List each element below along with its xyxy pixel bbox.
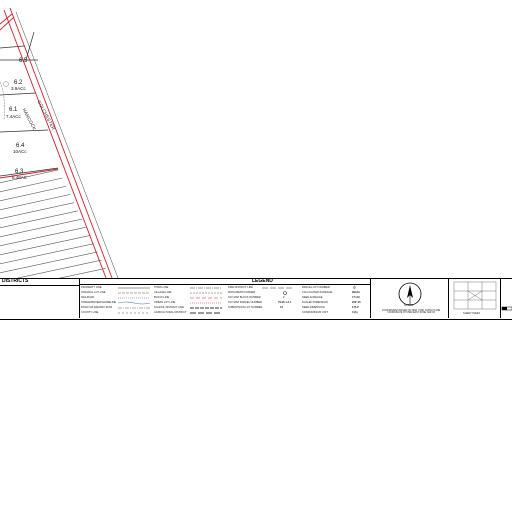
lot-6.2-number: 6.2: [14, 80, 23, 86]
legend-sample: 12: [280, 306, 283, 309]
legend-sample: ©: [353, 285, 356, 290]
legend-item: SUBDIVISION LOT NUMBER: [228, 306, 263, 309]
divider: [79, 278, 80, 318]
legend-item: CALCULATED ACREAGE: [302, 291, 333, 294]
legend-item: MONUMENT/CORNER: [228, 291, 256, 294]
legend-item: ORIGINAL LOT LINE: [81, 291, 106, 294]
legend-item: BLOCK LINE: [154, 296, 170, 299]
legend-sample: 175.2': [352, 306, 360, 309]
legend-sample: 2: [283, 296, 285, 299]
legend-item: STREAM/RIVER/SHORELINE: [81, 301, 117, 304]
divider: [500, 278, 501, 318]
lot-6.4-number: 6.4: [16, 143, 25, 149]
interior-road: [0, 81, 5, 121]
scale-bar-fragment: [501, 306, 512, 311]
legend-item: AGRICULTURAL DISTRICT: [154, 311, 187, 314]
divider: [0, 285, 79, 286]
legend-sample: C(A): [352, 311, 358, 314]
lot-6.5-number: 6.5: [19, 58, 28, 64]
legend-item: SCHOOL DISTRICT LINE: [154, 306, 184, 309]
lot-line: [0, 92, 37, 96]
lot-6.1-area: 7.4ACc: [6, 114, 21, 119]
tax-map: [0, 7, 119, 279]
lot-line: [0, 167, 59, 177]
district-boundary: [0, 7, 113, 279]
legend-strip: [0, 278, 512, 320]
legend-item: SCALED DIMENSION: [302, 301, 328, 304]
divider: [79, 284, 370, 285]
legend-item: DEED ACREAGE: [302, 296, 323, 299]
coordinate-system-note: COORDINATES BASED ON NEW YORK STATE PLAN…: [381, 310, 441, 315]
legend-line-samples: [117, 287, 294, 314]
legend-sample: 79.00-1-4.1: [278, 301, 292, 304]
legend-sample: 200' 35: [352, 301, 361, 304]
sheet-index-label: SHEET INDEX: [463, 312, 481, 315]
legend-item: PARCEL LOT NUMBER: [302, 286, 330, 289]
lot-6.3-number: 6.3: [15, 169, 24, 175]
lot-marker: [3, 81, 9, 87]
legend-item: CONDOMINIUM UNIT: [302, 311, 328, 314]
legend-item: RAILROAD: [81, 296, 95, 299]
legend-item: VILLAGE LINE: [154, 291, 172, 294]
lot-6.4-area: 10ACc: [13, 149, 27, 154]
lot-6.2-area: 3.9ACc: [11, 86, 26, 91]
sheet-index-grid: [453, 281, 497, 310]
road-edge: [15, 11, 119, 279]
legend-item: PROPERTY LINE: [81, 286, 102, 289]
lot-line: [0, 129, 49, 133]
legend-item: ROAD OR RAILWAY ROW: [81, 306, 113, 309]
legend-item: TAX MAP BLOCK NUMBER: [228, 296, 261, 299]
lot-line: [25, 31, 35, 61]
north-label: NORTH: [404, 304, 414, 307]
legend-item: TAX MAP PARCEL NUMBER: [228, 301, 262, 304]
lot-lines: [0, 31, 59, 177]
legend-sample: 7.5 AC: [352, 296, 360, 299]
divider: [448, 278, 449, 318]
legend-item: COUNTY LINE: [81, 311, 99, 314]
legend-title: LEGEND: [252, 278, 273, 284]
legend-item: FIRE DISTRICT LINE: [228, 286, 254, 289]
legend-item: URBAN LOT LINE: [154, 301, 176, 304]
north-arrow-icon: [398, 282, 422, 306]
legend-sample: 99ACc: [352, 291, 361, 294]
divider: [370, 278, 371, 318]
districts-heading: DISTRICTS: [2, 278, 29, 284]
legend-item: TOWN LINE: [154, 286, 169, 289]
lot-6.1-number: 6.1: [9, 107, 18, 113]
lot-line: [0, 45, 25, 49]
lot-6.3-area: 8.48AC: [12, 175, 28, 180]
legend-item: DEED DIMENSION: [302, 306, 325, 309]
